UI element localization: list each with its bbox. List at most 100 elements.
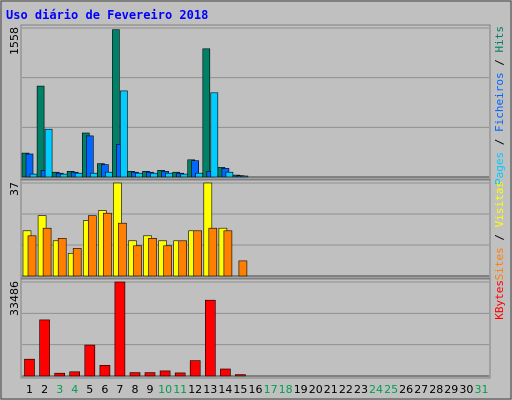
- legend-entry: Hits: [493, 26, 506, 53]
- panel-2: 37 Sites / Visitas: [8, 179, 506, 280]
- x-tick-label: 30: [459, 383, 473, 396]
- bar-kbytes-day-3: [54, 372, 66, 377]
- x-tick-label: 22: [339, 383, 353, 396]
- panel-frame: [20, 179, 491, 279]
- panel-3: 33486 KBytes: [8, 278, 506, 379]
- x-tick-label: 31: [475, 383, 489, 396]
- x-tick-label: 7: [116, 383, 123, 396]
- legend-entry: Visitas: [493, 181, 506, 227]
- panel-frame: [20, 278, 491, 379]
- bar-pages-day-12: [195, 172, 203, 178]
- x-tick-label: 21: [324, 383, 338, 396]
- x-tick-label: 28: [429, 383, 443, 396]
- series-pages: [29, 90, 249, 178]
- x-tick-label: 24: [369, 383, 383, 396]
- x-tick-label: 10: [158, 383, 172, 396]
- bar-kbytes-day-4: [69, 371, 80, 377]
- bar-sites-day-11: [178, 240, 187, 277]
- x-tick-label: 13: [203, 383, 217, 396]
- bar-hits-day-13: [202, 48, 211, 178]
- x-tick-label: 3: [56, 383, 63, 396]
- bar-sites-day-1: [27, 235, 37, 277]
- x-tick-label: 25: [384, 383, 398, 396]
- x-tick-label: 23: [354, 383, 368, 396]
- bar-pages-day-6: [105, 171, 113, 178]
- x-tick-label: 4: [71, 383, 78, 396]
- bar-kbytes-day-2: [39, 319, 50, 377]
- series-kbytes: [24, 281, 246, 377]
- x-axis-ticks: 1 2 3 4 5 6 7 8 9 10 11 12 13 14 15 16 17 18 19 20 21 22 23 24 2…: [26, 383, 489, 396]
- bar-pages-day-10: [165, 172, 173, 178]
- x-tick-label: 1: [26, 383, 33, 396]
- series-sites: [27, 212, 248, 277]
- bar-pages-day-3: [59, 173, 68, 178]
- bar-sites-day-15: [238, 260, 248, 277]
- legend-entry: Sites: [493, 247, 506, 280]
- bar-sites-day-6: [103, 212, 112, 277]
- bar-kbytes-day-5: [84, 344, 96, 377]
- bar-ficheiros-day-6: [101, 164, 109, 178]
- bar-sites-day-2: [42, 227, 52, 277]
- panel-frame: [20, 24, 491, 180]
- bar-kbytes-day-11: [174, 372, 186, 377]
- y-max-label: 37: [8, 182, 21, 196]
- bar-pages-day-5: [90, 172, 98, 178]
- bar-kbytes-day-7: [114, 281, 126, 377]
- bar-kbytes-day-9: [144, 372, 156, 377]
- x-tick-label: 15: [233, 383, 247, 396]
- x-tick-label: 27: [414, 383, 428, 396]
- bar-sites-day-8: [133, 245, 142, 277]
- bar-kbytes-day-10: [159, 370, 171, 377]
- x-tick-label: 20: [309, 383, 323, 396]
- bar-sites-day-3: [57, 238, 67, 277]
- bar-sites-day-13: [208, 227, 218, 277]
- bar-pages-day-1: [29, 173, 38, 178]
- y-max-label: 33486: [8, 281, 21, 316]
- bar-ficheiros-day-12: [191, 160, 199, 178]
- x-tick-label: 17: [264, 383, 278, 396]
- bar-kbytes-day-15: [235, 374, 246, 377]
- x-tick-label: 14: [218, 383, 232, 396]
- x-tick-label: 6: [101, 383, 108, 396]
- bar-kbytes-day-13: [205, 299, 216, 377]
- bar-kbytes-day-1: [24, 358, 35, 377]
- legend-entry: /: [493, 227, 506, 247]
- x-tick-label: 16: [249, 383, 263, 396]
- bar-sites-day-10: [163, 245, 172, 277]
- x-tick-label: 29: [444, 383, 458, 396]
- series-legend: Sites / Visitas: [493, 181, 506, 280]
- bar-sites-day-5: [88, 215, 97, 277]
- bar-hits-day-7: [112, 29, 120, 178]
- bar-kbytes-day-8: [129, 372, 141, 377]
- legend-entry: KBytes: [493, 280, 506, 320]
- x-tick-label: 19: [294, 383, 308, 396]
- x-tick-label: 26: [399, 383, 413, 396]
- bar-pages-day-9: [150, 172, 158, 178]
- x-tick-label: 11: [173, 383, 187, 396]
- bar-ficheiros-day-5: [86, 135, 94, 178]
- legend-entry: /: [493, 53, 506, 73]
- panel-1: 1558 Pages / Ficheiros / Hits: [8, 24, 506, 185]
- legend-entry: /: [493, 132, 506, 152]
- bar-kbytes-day-6: [99, 364, 111, 377]
- series-ficheiros: [25, 135, 245, 178]
- bar-pages-day-13: [210, 92, 219, 178]
- series-legend: KBytes: [493, 280, 506, 320]
- chart-title: Uso diário de Fevereiro 2018: [6, 8, 208, 22]
- bar-kbytes-day-14: [220, 368, 231, 377]
- x-tick-label: 8: [132, 383, 139, 396]
- bar-sites-day-9: [148, 238, 157, 277]
- x-tick-label: 5: [86, 383, 93, 396]
- bar-pages-day-15: [240, 175, 249, 178]
- bar-sites-day-4: [72, 248, 82, 277]
- x-tick-label: 18: [279, 383, 293, 396]
- bar-sites-day-14: [223, 230, 233, 277]
- legend-entry: Ficheiros: [493, 72, 506, 132]
- bar-pages-day-7: [120, 90, 128, 178]
- x-tick-label: 2: [41, 383, 48, 396]
- bar-ficheiros-day-1: [25, 153, 34, 178]
